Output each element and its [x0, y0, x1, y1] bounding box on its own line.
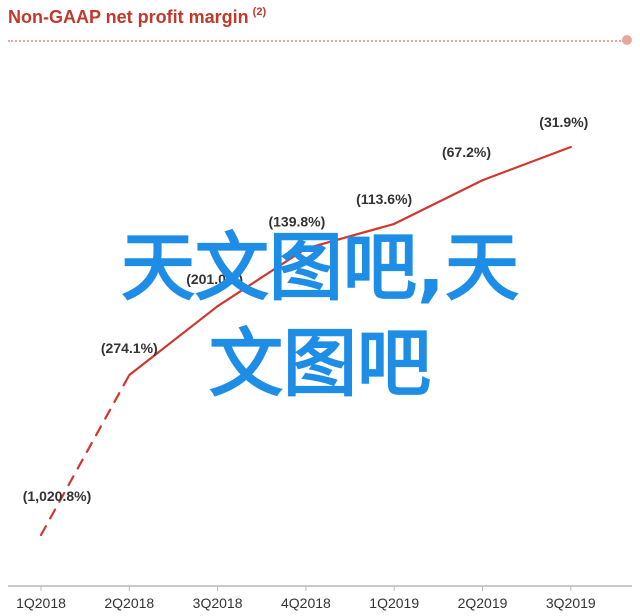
chart-title-text: Non-GAAP net profit margin — [8, 7, 249, 27]
data-label: (31.9%) — [539, 114, 588, 130]
x-tick-label: 1Q2019 — [369, 595, 419, 611]
data-label: (113.6%) — [356, 191, 412, 207]
x-tick-label: 2Q2018 — [104, 595, 154, 611]
footnote-marker: (2) — [252, 6, 267, 18]
data-label: (274.1%) — [101, 340, 158, 356]
series-segment-dashed — [39, 373, 131, 537]
series-segment — [128, 305, 219, 377]
series-segment — [393, 179, 484, 226]
x-tick-label: 3Q2018 — [193, 595, 243, 611]
chart-title: Non-GAAP net profit margin (2) — [8, 6, 266, 28]
data-label: (201.0%) — [186, 271, 243, 287]
series-segment — [304, 222, 396, 250]
data-label: (67.2%) — [442, 144, 491, 160]
x-tick-label: 2Q2019 — [458, 595, 508, 611]
data-label: (139.8%) — [268, 214, 325, 230]
x-tick-label: 4Q2018 — [281, 595, 331, 611]
title-divider — [8, 40, 624, 42]
series-segment — [481, 145, 572, 182]
series-segment — [216, 247, 307, 308]
x-tick-label: 1Q2018 — [16, 595, 66, 611]
data-label: (1,020.8%) — [23, 488, 91, 504]
title-divider-end-dot — [622, 35, 632, 45]
x-tick-label: 3Q2019 — [546, 595, 596, 611]
